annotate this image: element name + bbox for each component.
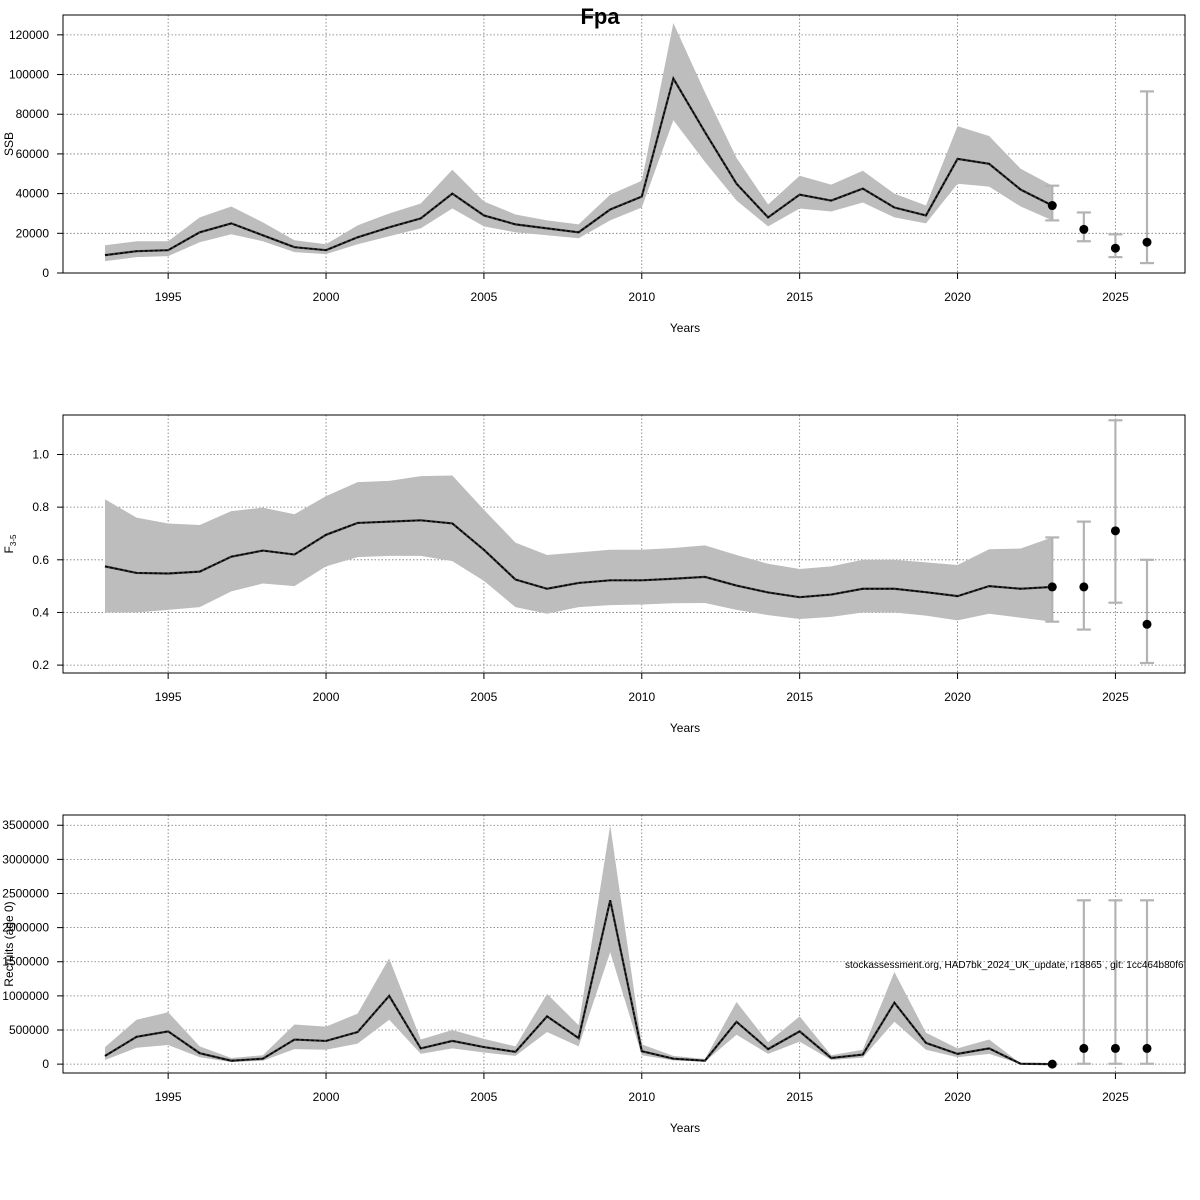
data-point <box>1047 201 1057 211</box>
plot-frame <box>62 414 1186 674</box>
data-point <box>1047 582 1057 592</box>
data-point <box>1110 526 1120 536</box>
x-tick-label: 2000 <box>313 1090 340 1104</box>
x-axis-label: Years <box>670 721 700 735</box>
y-axis-label-subscript: 3-5 <box>9 534 18 546</box>
y-tick-label: 0 <box>42 1057 49 1071</box>
x-tick-label: 2015 <box>786 690 813 704</box>
x-tick-label: 2010 <box>628 290 655 304</box>
x-tick-label: 2010 <box>628 1090 655 1104</box>
y-tick-label: 2500000 <box>2 886 49 900</box>
figure-title: Fpa <box>580 4 620 29</box>
data-point <box>1079 224 1089 234</box>
x-tick-label: 2015 <box>786 290 813 304</box>
x-tick-label: 1995 <box>155 690 182 704</box>
watermark-text: stockassessment.org, HAD7bk_2024_UK_upda… <box>845 960 1184 971</box>
x-tick-label: 2025 <box>1102 690 1129 704</box>
y-tick-label: 1000000 <box>2 989 49 1003</box>
x-tick-label: 2010 <box>628 690 655 704</box>
y-tick-label: 3000000 <box>2 852 49 866</box>
y-tick-label: 120000 <box>9 28 49 42</box>
x-axis-label: Years <box>670 1121 700 1135</box>
y-axis-label: SSB <box>2 132 16 156</box>
y-tick-label: 1500000 <box>2 955 49 969</box>
y-tick-label: 20000 <box>16 226 50 240</box>
y-tick-label: 1.0 <box>32 447 49 461</box>
data-point <box>1047 1059 1057 1069</box>
confidence-band <box>105 22 1053 262</box>
y-axis-label: F3-5 <box>2 534 18 553</box>
x-tick-label: 1995 <box>155 1090 182 1104</box>
y-tick-label: 2000000 <box>2 921 49 935</box>
data-point <box>1142 619 1152 629</box>
estimate-line-dashed <box>104 519 1053 598</box>
x-tick-label: 2005 <box>471 690 498 704</box>
y-tick-label: 500000 <box>9 1023 49 1037</box>
plot-frame <box>62 814 1186 1074</box>
data-point <box>1110 243 1120 253</box>
x-tick-label: 2020 <box>944 290 971 304</box>
data-point <box>1110 1043 1120 1053</box>
y-tick-label: 0.8 <box>32 500 49 514</box>
recruits-panel: 1995 2000 2005 2010 2015 2020 2025 0 500000 10000… <box>2 814 1186 1135</box>
y-tick-label: 0 <box>42 266 49 280</box>
x-tick-label: 1995 <box>155 290 182 304</box>
plot-frame <box>62 14 1186 274</box>
estimate-line-dashed <box>104 900 1053 1065</box>
y-tick-label: 80000 <box>16 107 50 121</box>
x-tick-label: 2015 <box>786 1090 813 1104</box>
data-point <box>1079 1043 1089 1053</box>
data-point <box>1142 237 1152 247</box>
y-axis-label: Recruits (age 0) <box>2 901 16 986</box>
y-tick-label: 0.6 <box>32 553 49 567</box>
y-tick-label: 40000 <box>16 187 50 201</box>
confidence-band <box>105 825 1053 1065</box>
x-tick-label: 2025 <box>1102 1090 1129 1104</box>
x-tick-label: 2000 <box>313 690 340 704</box>
y-tick-label: 60000 <box>16 147 50 161</box>
data-point <box>1142 1043 1152 1053</box>
y-tick-label: 100000 <box>9 68 49 82</box>
x-tick-label: 2025 <box>1102 290 1129 304</box>
y-tick-label: 0.4 <box>32 605 49 619</box>
x-tick-label: 2020 <box>944 1090 971 1104</box>
x-tick-label: 2020 <box>944 690 971 704</box>
confidence-band <box>105 475 1053 622</box>
estimate-line-dashed <box>104 76 1053 256</box>
x-tick-label: 2000 <box>313 290 340 304</box>
data-point <box>1079 582 1089 592</box>
x-tick-label: 2005 <box>471 1090 498 1104</box>
y-tick-label: 0.2 <box>32 658 49 672</box>
x-axis-label: Years <box>670 321 700 335</box>
ssb-panel: 1995 2000 2005 2010 2015 2020 2025 0 20000 40000 6… <box>2 14 1186 335</box>
fishing-mortality-panel: 1995 2000 2005 2010 2015 2020 2025 0.2 0.4 0.6 0.8… <box>2 414 1186 735</box>
x-tick-label: 2005 <box>471 290 498 304</box>
y-tick-label: 3500000 <box>2 818 49 832</box>
